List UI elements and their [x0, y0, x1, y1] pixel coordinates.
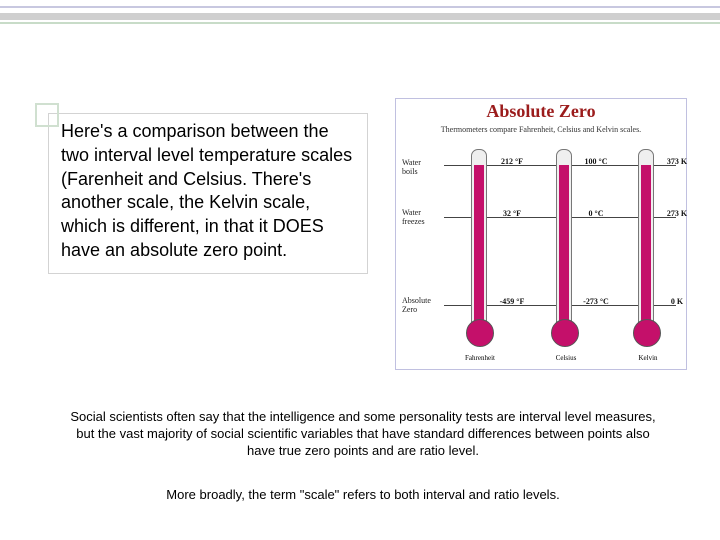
row-label-boils: Water boils	[402, 159, 438, 177]
top-decor-bars	[0, 0, 720, 30]
scale-label-fahrenheit: Fahrenheit	[452, 354, 508, 362]
value-c-abszero: -273 °C	[572, 297, 620, 306]
scale-label-kelvin: Kelvin	[620, 354, 676, 362]
mercury-fill	[641, 165, 651, 325]
thermometer-fahrenheit	[471, 149, 487, 326]
scale-label-celsius: Celsius	[538, 354, 594, 362]
accent-square-icon	[35, 103, 59, 127]
main-paragraph: Here's a comparison between the two inte…	[61, 120, 357, 263]
absolute-zero-chart: Absolute Zero Thermometers compare Fahre…	[395, 98, 687, 370]
thermometer-bulb-icon	[466, 319, 494, 347]
footer-paragraph-2: More broadly, the term "scale" refers to…	[68, 486, 658, 503]
value-c-boils: 100 °C	[572, 157, 620, 166]
thermometer-bulb-icon	[633, 319, 661, 347]
value-f-boils: 212 °F	[488, 157, 536, 166]
thermometer-celsius	[556, 149, 572, 326]
decor-bar-gray	[0, 13, 720, 20]
value-f-abszero: -459 °F	[488, 297, 536, 306]
main-text-box: Here's a comparison between the two inte…	[48, 113, 368, 274]
value-k-boils: 373 K	[653, 157, 701, 166]
value-f-freezes: 32 °F	[488, 209, 536, 218]
value-k-abszero: 0 K	[653, 297, 701, 306]
value-c-freezes: 0 °C	[572, 209, 620, 218]
thermometer-bulb-icon	[551, 319, 579, 347]
chart-subtitle: Thermometers compare Fahrenheit, Celsius…	[396, 125, 686, 135]
value-k-freezes: 273 K	[653, 209, 701, 218]
row-label-abs-zero: Absolute Zero	[402, 297, 444, 315]
thermometer-kelvin	[638, 149, 654, 326]
decor-bar-green	[0, 22, 720, 24]
decor-bar-purple	[0, 6, 720, 8]
row-label-freezes: Water freezes	[402, 209, 442, 227]
mercury-fill	[559, 165, 569, 325]
footer-paragraph-1: Social scientists often say that the int…	[68, 408, 658, 459]
chart-title: Absolute Zero	[396, 101, 686, 122]
mercury-fill	[474, 165, 484, 325]
